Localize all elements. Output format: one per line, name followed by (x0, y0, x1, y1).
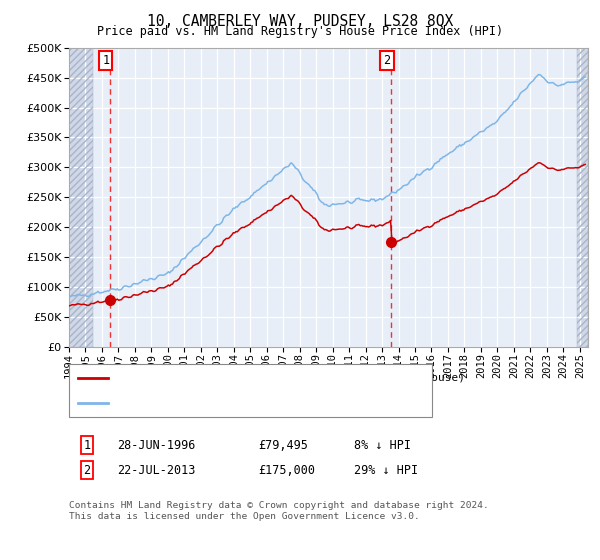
Text: 22-JUL-2013: 22-JUL-2013 (117, 464, 196, 477)
Text: 1: 1 (83, 438, 91, 452)
Text: 10, CAMBERLEY WAY, PUDSEY, LS28 8QX (detached house): 10, CAMBERLEY WAY, PUDSEY, LS28 8QX (det… (114, 373, 465, 383)
Text: Price paid vs. HM Land Registry's House Price Index (HPI): Price paid vs. HM Land Registry's House … (97, 25, 503, 38)
Text: 1: 1 (103, 54, 109, 67)
Text: Contains HM Land Registry data © Crown copyright and database right 2024.
This d: Contains HM Land Registry data © Crown c… (69, 501, 489, 521)
Bar (577, 48, 588, 347)
Bar (69, 48, 93, 347)
Text: 10, CAMBERLEY WAY, PUDSEY, LS28 8QX: 10, CAMBERLEY WAY, PUDSEY, LS28 8QX (147, 14, 453, 29)
Text: 2: 2 (83, 464, 91, 477)
Text: 8% ↓ HPI: 8% ↓ HPI (354, 438, 411, 452)
Text: 28-JUN-1996: 28-JUN-1996 (117, 438, 196, 452)
Text: £79,495: £79,495 (258, 438, 308, 452)
Text: 29% ↓ HPI: 29% ↓ HPI (354, 464, 418, 477)
Text: £175,000: £175,000 (258, 464, 315, 477)
Text: 2: 2 (383, 54, 391, 67)
Bar (577, 48, 588, 347)
Text: HPI: Average price, detached house, Leeds: HPI: Average price, detached house, Leed… (114, 398, 391, 408)
Bar (69, 48, 93, 347)
